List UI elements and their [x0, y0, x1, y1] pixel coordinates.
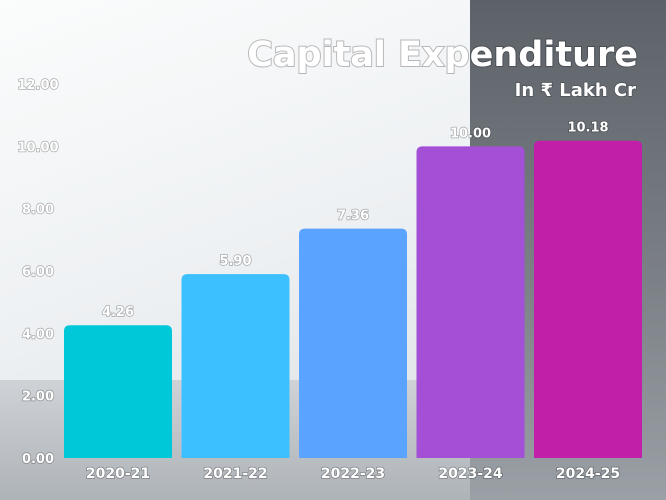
bar-value-label: 10.00	[450, 126, 491, 141]
x-tick-label: 2022-23	[321, 466, 385, 482]
y-tick-label: 0.00	[22, 452, 54, 467]
x-tick-label: 2020-21	[86, 466, 150, 482]
chart-title: Capital Expenditure	[247, 35, 638, 75]
bar	[416, 146, 525, 459]
x-axis: 2020-21 2021-22 2022-23 2023-24 2024-25	[85, 465, 621, 483]
bars-group: 4.26 5.90 7.36 10.00 10.18	[64, 120, 642, 459]
bar-value-label: 10.18	[567, 121, 608, 136]
bar	[64, 325, 172, 458]
x-tick-label: 2024-25	[556, 466, 620, 482]
bar-value-label: 7.36	[337, 209, 369, 224]
y-tick-label: 8.00	[22, 203, 54, 218]
y-tick-label: 10.00	[17, 140, 58, 155]
bar	[534, 140, 642, 458]
x-tick-label: 2021-22	[203, 466, 267, 482]
y-tick-label: 2.00	[22, 390, 54, 405]
bar	[181, 274, 290, 458]
y-tick-label: 12.00	[17, 78, 58, 93]
x-tick-label: 2023-24	[438, 466, 503, 482]
y-axis: 0.00 2.00 4.00 6.00 8.00 10.00 12.00	[17, 77, 60, 468]
bar-value-label: 4.26	[102, 305, 134, 320]
chart-subtitle: In ₹ Lakh Cr	[515, 80, 636, 101]
bar	[299, 228, 407, 458]
y-tick-label: 4.00	[22, 327, 54, 342]
y-tick-label: 6.00	[22, 265, 54, 280]
bar-value-label: 5.90	[219, 254, 251, 269]
